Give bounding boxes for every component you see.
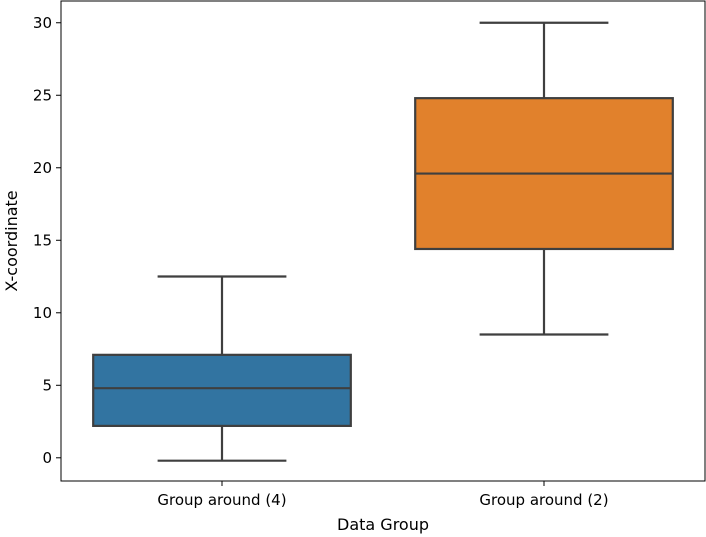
y-tick-label: 10 [33,304,52,322]
box-group [92,275,352,462]
x-axis-label: Data Group [337,515,429,534]
y-tick-label: 25 [33,86,52,104]
y-tick-label: 20 [33,159,52,177]
y-tick-label: 30 [33,14,52,32]
y-tick-label: 5 [42,376,52,394]
box-group [414,21,674,336]
iqr-box [92,353,352,427]
y-tick-label: 15 [33,231,52,249]
y-axis-label: X-coordinate [2,190,21,291]
plot-area-frame [60,0,706,482]
x-tick-label: Group around (2) [479,491,608,509]
y-tick-label: 0 [42,449,52,467]
x-tick-label: Group around (4) [157,491,286,509]
